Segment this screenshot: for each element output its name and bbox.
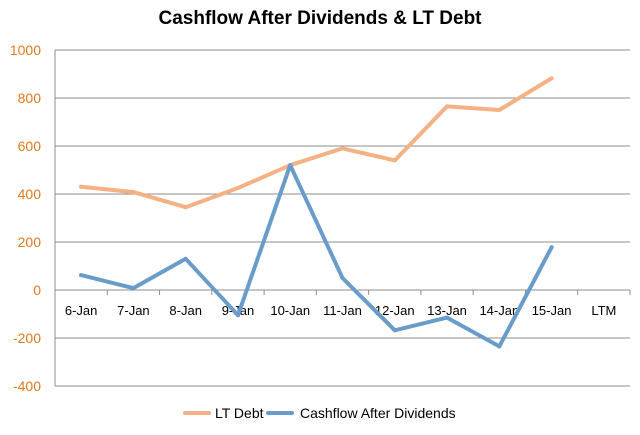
data-point xyxy=(497,344,502,349)
legend-label: LT Debt xyxy=(215,405,264,421)
x-tick-label: 12-Jan xyxy=(375,303,415,318)
y-tick-label: 400 xyxy=(18,186,42,202)
data-point xyxy=(183,256,188,261)
data-point xyxy=(235,313,240,318)
y-tick-label: 1000 xyxy=(10,42,41,58)
data-point xyxy=(549,76,554,81)
series-line-cashflow-after-dividends xyxy=(79,163,554,349)
gridlines xyxy=(55,49,630,387)
y-tick-label: 0 xyxy=(33,282,41,298)
data-point xyxy=(392,158,397,163)
y-tick-label: -400 xyxy=(13,378,41,394)
data-point xyxy=(79,273,84,278)
y-tick-label: 600 xyxy=(18,138,42,154)
data-point xyxy=(549,245,554,250)
data-point xyxy=(497,108,502,112)
x-tick-label: 7-Jan xyxy=(117,303,150,318)
series-lines xyxy=(79,76,554,349)
data-point xyxy=(131,286,136,291)
data-point xyxy=(79,184,84,189)
x-tick-label: 8-Jan xyxy=(169,303,202,318)
x-tick-label: 15-Jan xyxy=(532,303,572,318)
x-tick-label: LTM xyxy=(591,303,616,318)
data-point xyxy=(445,315,450,320)
y-axis-ticks: 1000 800 600 400 200 0 -200 -400 xyxy=(10,42,41,394)
legend: LT Debt Cashflow After Dividends xyxy=(183,405,456,421)
x-axis-ticks: 6-Jan 7-Jan 8-Jan 9-Jan 10-Jan 11-Jan 12-Jan 13… xyxy=(65,303,617,318)
data-point xyxy=(288,163,293,168)
legend-label: Cashflow After Dividends xyxy=(300,405,456,421)
y-tick-label: 200 xyxy=(18,234,42,250)
x-tick-label: 14-Jan xyxy=(479,303,519,318)
data-point xyxy=(183,205,188,210)
data-point xyxy=(340,146,345,151)
y-tick-label: -200 xyxy=(13,330,41,346)
x-tick-label: 6-Jan xyxy=(65,303,98,318)
data-point xyxy=(392,328,397,333)
data-point xyxy=(340,276,345,280)
x-tick-label: 13-Jan xyxy=(427,303,467,318)
data-point xyxy=(131,190,136,195)
x-tick-label: 10-Jan xyxy=(270,303,310,318)
data-point xyxy=(445,104,450,109)
axes xyxy=(54,50,631,386)
x-tick-label: 11-Jan xyxy=(323,303,362,318)
data-point xyxy=(235,186,240,190)
series-line-lt-debt xyxy=(79,76,554,210)
chart-title: Cashflow After Dividends & LT Debt xyxy=(158,8,482,29)
y-tick-label: 800 xyxy=(18,90,42,106)
